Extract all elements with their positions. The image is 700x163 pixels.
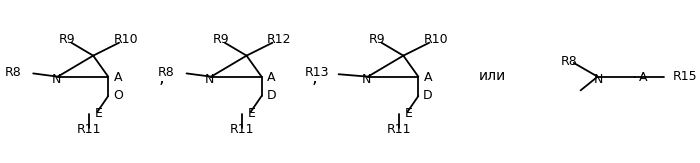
Text: E: E	[248, 106, 256, 119]
Text: A: A	[113, 71, 122, 84]
Text: D: D	[423, 89, 433, 102]
Text: R11: R11	[77, 124, 102, 136]
Text: R12: R12	[267, 33, 291, 46]
Text: N: N	[52, 73, 61, 86]
Text: R11: R11	[387, 124, 412, 136]
Text: E: E	[405, 106, 413, 119]
Text: O: O	[113, 89, 122, 102]
Text: ,: ,	[158, 69, 164, 87]
Text: E: E	[94, 106, 103, 119]
Text: R8: R8	[158, 66, 175, 79]
Text: R9: R9	[212, 33, 229, 46]
Text: R8: R8	[561, 55, 578, 68]
Text: ,: ,	[312, 69, 318, 87]
Text: R13: R13	[305, 66, 330, 79]
Text: A: A	[267, 71, 275, 84]
Text: R9: R9	[369, 33, 386, 46]
Text: R15: R15	[673, 70, 697, 83]
Text: R10: R10	[424, 33, 449, 46]
Text: R11: R11	[230, 124, 255, 136]
Text: R10: R10	[113, 33, 138, 46]
Text: R8: R8	[5, 66, 22, 79]
Text: A: A	[639, 71, 648, 84]
Text: или: или	[478, 69, 505, 83]
Text: N: N	[362, 73, 371, 86]
Text: N: N	[205, 73, 214, 86]
Text: R9: R9	[59, 33, 76, 46]
Text: D: D	[266, 89, 276, 102]
Text: N: N	[594, 73, 603, 86]
Text: A: A	[424, 71, 432, 84]
